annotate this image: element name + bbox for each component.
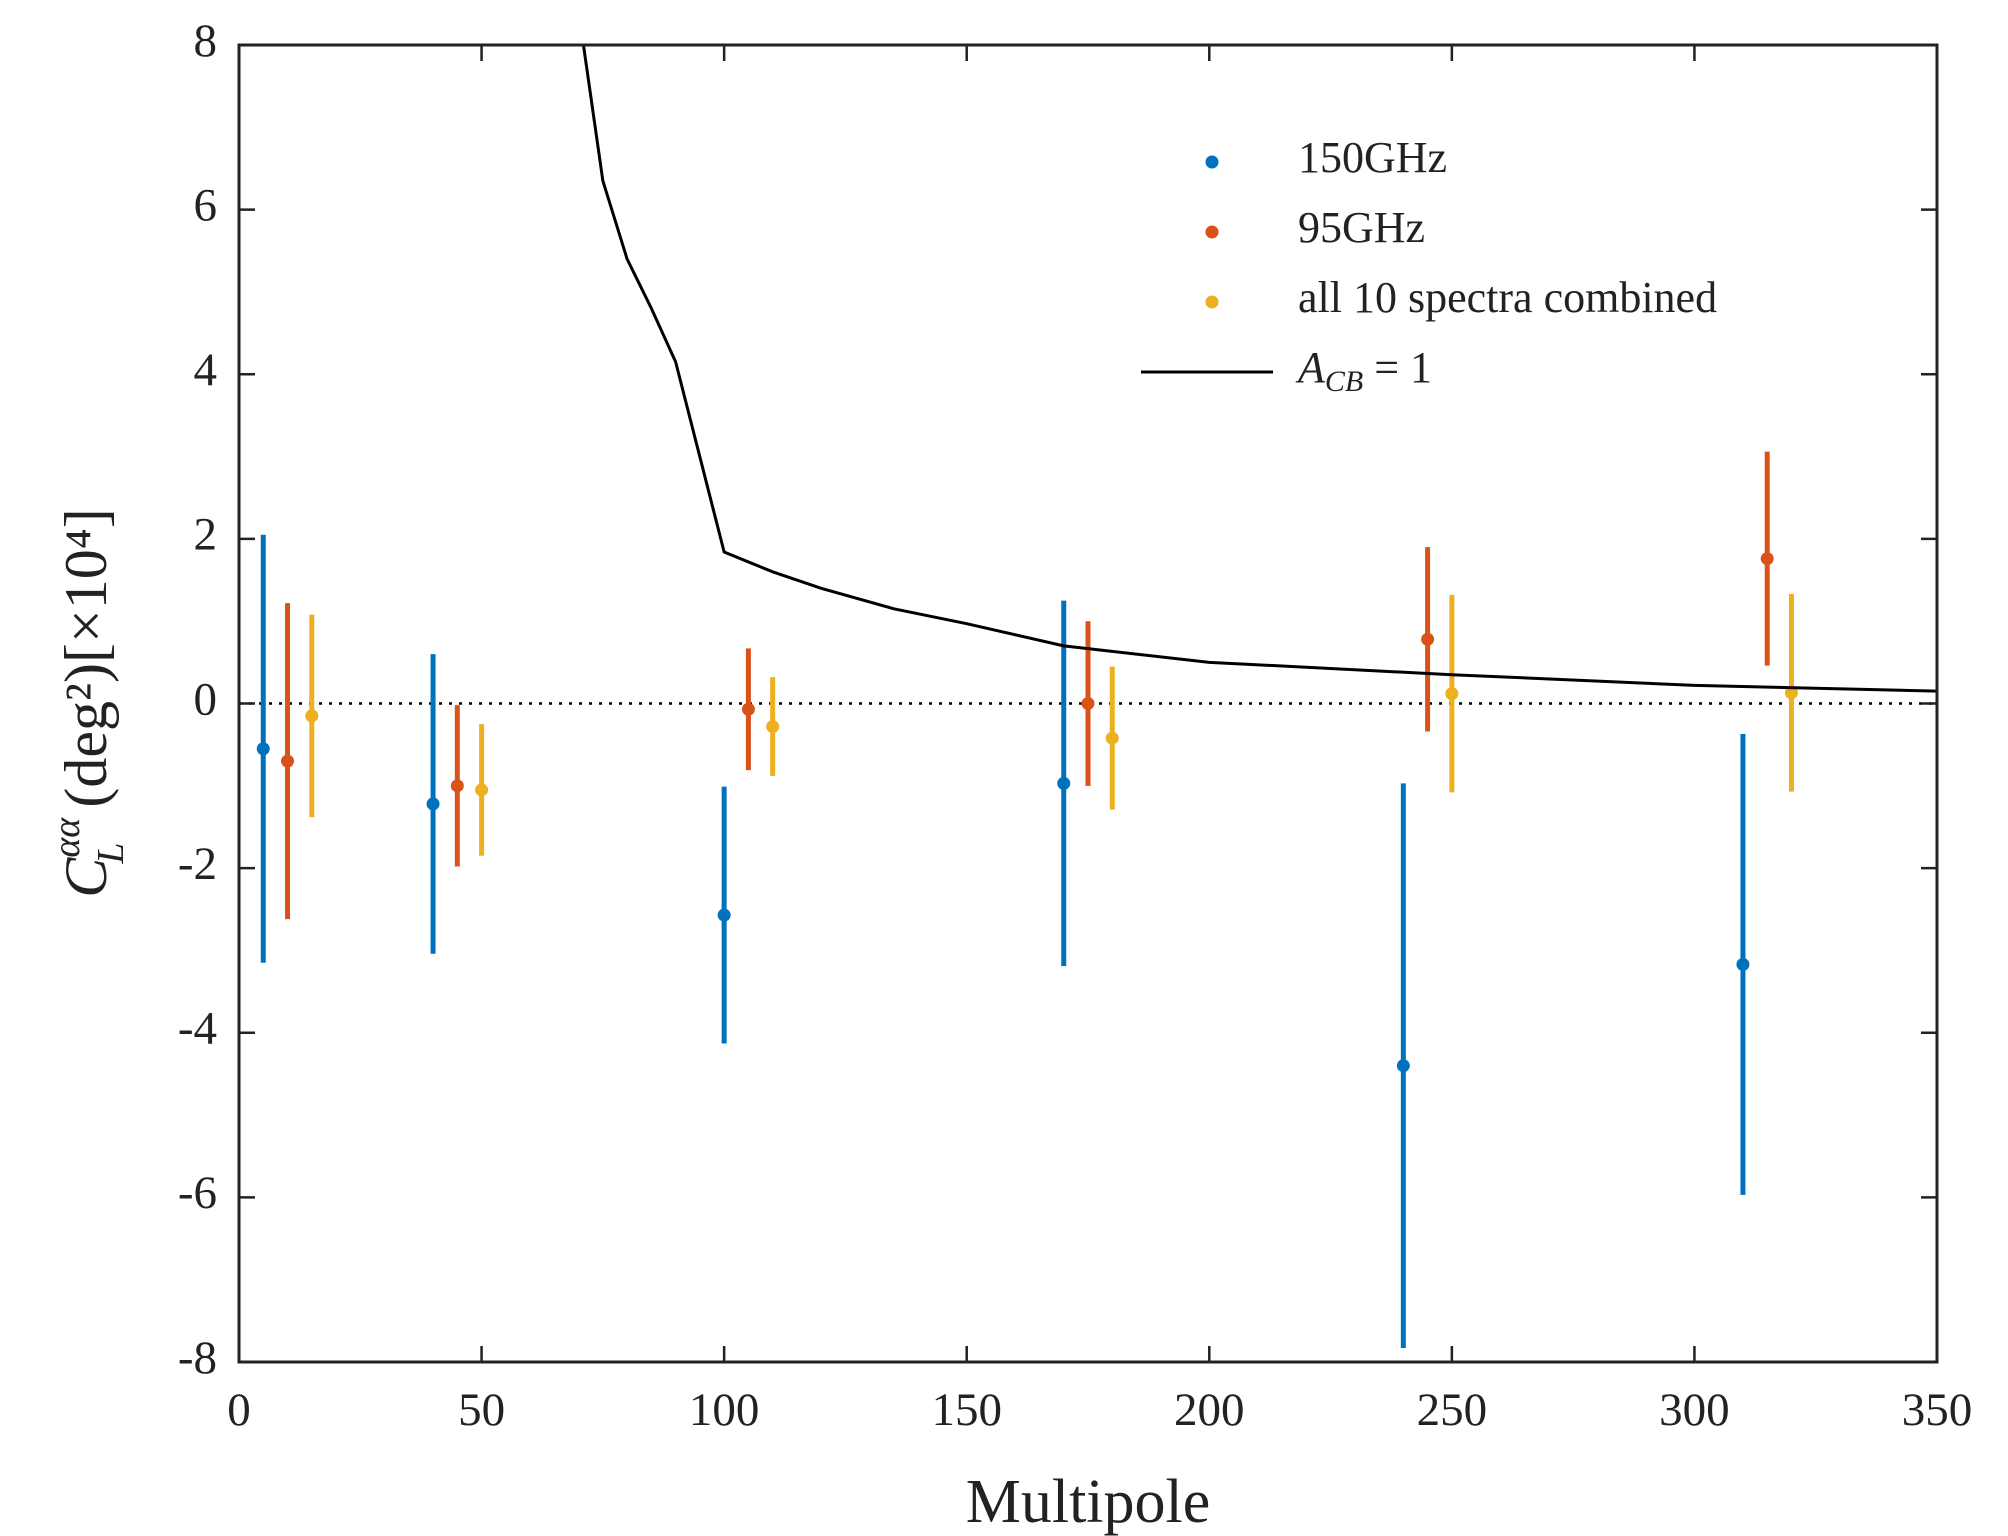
data-point [717, 908, 731, 922]
y-tick-label: 2 [194, 509, 218, 561]
y-tick-label: 8 [194, 15, 218, 67]
data-point [1784, 686, 1798, 700]
y-tick-label: -6 [178, 1167, 217, 1219]
y-tick-label: 6 [194, 179, 218, 231]
data-point [1081, 697, 1095, 710]
x-tick-label: 150 [931, 1384, 1002, 1436]
y-tick-label: -4 [178, 1003, 217, 1055]
data-point [450, 779, 464, 793]
data-point [1445, 687, 1459, 701]
data-point [475, 783, 489, 797]
x-tick-label: 300 [1659, 1384, 1730, 1436]
legend-name: 150GHz [1298, 133, 1447, 182]
legend-name: all 10 spectra combined [1298, 273, 1717, 322]
x-tick-label: 200 [1174, 1384, 1245, 1436]
data-point [1736, 957, 1750, 971]
legend-name: A [1295, 343, 1326, 392]
y-label-main: C [53, 857, 119, 898]
x-tick-label: 100 [689, 1384, 760, 1436]
data-point [256, 742, 270, 756]
data-point [766, 720, 780, 734]
legend-marker [1205, 295, 1219, 309]
x-tick-label: 350 [1902, 1384, 1973, 1436]
data-point [305, 709, 319, 723]
y-tick-label: -2 [178, 838, 217, 890]
legend-label: all 10 spectra combined [1298, 273, 1717, 322]
data-point [426, 797, 440, 811]
legend-name-sub: CB [1325, 365, 1363, 398]
x-tick-label: 0 [227, 1384, 251, 1436]
legend-name: 95GHz [1298, 203, 1425, 252]
data-point [741, 702, 755, 716]
curve [581, 45, 1937, 693]
data-point [1421, 632, 1435, 646]
data-point [281, 754, 295, 768]
legend-name-rest: = 1 [1363, 343, 1432, 392]
y-tick-label: 0 [194, 673, 218, 725]
x-axis-label: Multipole [966, 1468, 1211, 1536]
legend-label: 95GHz [1298, 203, 1425, 252]
legend-marker [1205, 155, 1219, 169]
legend-marker [1205, 225, 1219, 239]
y-tick-label: -8 [178, 1332, 217, 1384]
y-tick-label: 4 [194, 344, 218, 396]
x-tick-label: 250 [1417, 1384, 1488, 1436]
legend-label: ACB = 1 [1295, 343, 1432, 398]
data-point [1396, 1059, 1410, 1073]
data-point [1057, 776, 1071, 790]
y-label-sup: αα [46, 817, 88, 858]
plot-frame [237, 43, 1939, 1364]
legend-label: 150GHz [1298, 133, 1447, 182]
x-tick-label: 50 [458, 1384, 505, 1436]
y-label-sub: L [90, 843, 132, 865]
y-axis-label: CααL (deg²)[×10⁴] [46, 508, 132, 897]
data-point [1105, 731, 1119, 745]
data-point [1760, 552, 1774, 566]
y-label-rest: (deg²)[×10⁴] [53, 508, 119, 822]
